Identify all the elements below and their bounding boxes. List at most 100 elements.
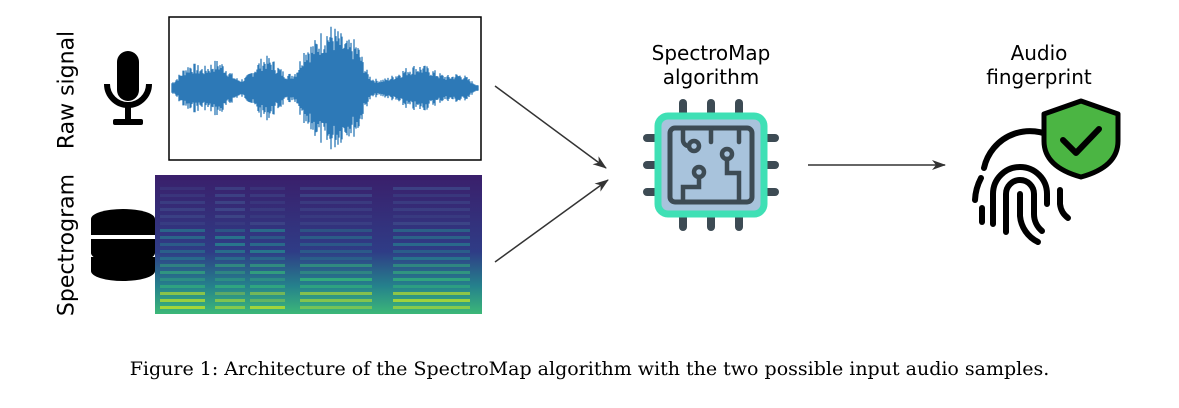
- spectrogram-band: [160, 215, 205, 218]
- spectrogram-band: [300, 278, 372, 281]
- raw-signal-plot: [168, 16, 482, 161]
- spectrogram-band: [215, 292, 245, 295]
- figure-caption: Figure 1: Architecture of the SpectroMap…: [129, 358, 1050, 380]
- spectrogram-band: [300, 257, 372, 260]
- spectrogram-band: [215, 236, 245, 239]
- spectrogram-band: [160, 264, 205, 267]
- spectrogram-band: [300, 194, 372, 197]
- spectrogram-band: [393, 229, 470, 232]
- spectrogram-band: [250, 222, 285, 225]
- spectrogram-band: [300, 187, 372, 190]
- spectrogram-band: [393, 264, 470, 267]
- spectrogram-band: [215, 201, 245, 204]
- spectrogram-band: [215, 208, 245, 211]
- spectrogram-band: [393, 299, 470, 302]
- arrow-spectrogram-to-algorithm: [494, 179, 609, 263]
- spectrogram-band: [160, 208, 205, 211]
- spectrogram-band: [300, 229, 372, 232]
- spectrogram-band: [250, 292, 285, 295]
- spectrogram-band: [250, 257, 285, 260]
- spectrogram-band: [393, 222, 470, 225]
- spectrogram-band: [160, 194, 205, 197]
- spectrogram-band: [300, 236, 372, 239]
- fingerprint-label-line2: fingerprint: [986, 65, 1092, 89]
- spectrogram-band: [160, 222, 205, 225]
- spectrogram-band: [250, 285, 285, 288]
- spectrogram-band: [215, 250, 245, 253]
- spectrogram-band: [215, 215, 245, 218]
- algorithm-label-line1: SpectroMap: [651, 41, 771, 65]
- spectrogram-band: [300, 222, 372, 225]
- spectrogram-band: [160, 187, 205, 190]
- spectrogram-band: [393, 271, 470, 274]
- spectrogram-band: [250, 243, 285, 246]
- spectrogram-band: [160, 292, 205, 295]
- spectrogram-band: [393, 194, 470, 197]
- spectrogram-band: [160, 257, 205, 260]
- spectrogram-band: [215, 187, 245, 190]
- spectrogram-band: [160, 229, 205, 232]
- spectrogram-band: [215, 194, 245, 197]
- spectrogram-band: [160, 201, 205, 204]
- spectrogram-band: [215, 229, 245, 232]
- spectrogram-band: [393, 292, 470, 295]
- database-icon: [91, 209, 155, 281]
- spectrogram-band: [215, 278, 245, 281]
- chip-icon: [643, 99, 779, 231]
- spectrogram-band: [300, 208, 372, 211]
- spectrogram-band: [300, 292, 372, 295]
- waveform-trace: [171, 26, 479, 150]
- spectrogram-band: [160, 271, 205, 274]
- spectrogram-band: [160, 236, 205, 239]
- spectrogram-band: [160, 243, 205, 246]
- spectrogram-band: [250, 236, 285, 239]
- spectrogram-band: [250, 306, 285, 309]
- spectrogram-band: [250, 278, 285, 281]
- spectrogram-band: [250, 271, 285, 274]
- arrow-raw-to-algorithm: [494, 85, 607, 169]
- spectrogram-band: [215, 271, 245, 274]
- spectrogram-band: [250, 187, 285, 190]
- spectrogram-band: [300, 250, 372, 253]
- spectrogram-band: [215, 257, 245, 260]
- spectrogram-band: [393, 250, 470, 253]
- spectrogram-band: [250, 215, 285, 218]
- spectrogram-band: [250, 201, 285, 204]
- spectrogram-band: [215, 222, 245, 225]
- fingerprint-label-line1: Audio: [1010, 41, 1068, 65]
- spectrogram-band: [393, 285, 470, 288]
- spectrogram-band: [215, 243, 245, 246]
- spectrogram-band: [160, 250, 205, 253]
- spectrogram-band: [393, 257, 470, 260]
- spectrogram-band: [393, 306, 470, 309]
- spectrogram-band: [300, 306, 372, 309]
- spectrogram-band: [393, 236, 470, 239]
- spectrogram-band: [160, 299, 205, 302]
- spectrogram-band: [300, 243, 372, 246]
- spectrogram-band: [250, 264, 285, 267]
- spectrogram-band: [300, 215, 372, 218]
- spectrogram-band: [250, 194, 285, 197]
- microphone-icon: [104, 51, 152, 125]
- spectrogram-band: [215, 264, 245, 267]
- spectrogram-band: [300, 264, 372, 267]
- spectrogram-band: [393, 208, 470, 211]
- spectrogram-band: [250, 299, 285, 302]
- spectrogram-band: [250, 208, 285, 211]
- spectrogram-band: [300, 299, 372, 302]
- spectrogram-band: [393, 243, 470, 246]
- spectrogram-bands: [160, 187, 470, 309]
- spectrogram-band: [250, 250, 285, 253]
- spectrogram-band: [160, 306, 205, 309]
- spectrogram-band: [215, 306, 245, 309]
- shield-check-icon: [1041, 98, 1121, 180]
- waveform: [171, 26, 479, 150]
- spectrogram-band: [250, 229, 285, 232]
- fingerprint-label: Audio fingerprint: [986, 41, 1092, 89]
- spectrogram-band: [393, 215, 470, 218]
- spectrogram-band: [393, 201, 470, 204]
- spectrogram-band: [160, 285, 205, 288]
- spectrogram-plot: [155, 175, 482, 314]
- spectrogram-band: [215, 299, 245, 302]
